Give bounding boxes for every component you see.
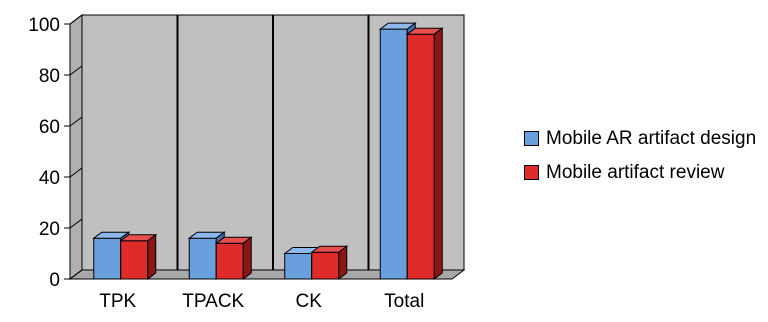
bar: [214, 236, 253, 280]
x-tick-label: Total: [384, 291, 424, 312]
y-tick-label: 40: [39, 168, 60, 189]
bar-front: [188, 237, 217, 280]
x-axis-labels: TPK TPACK CK Total: [99, 291, 424, 312]
bar-side: [147, 233, 157, 280]
bar-front: [284, 253, 313, 280]
y-tick-label: 0: [49, 270, 60, 291]
bar-side: [242, 236, 252, 280]
y-tick-label: 80: [39, 66, 60, 87]
bar: [310, 245, 349, 280]
y-tick-label: 60: [39, 117, 60, 138]
legend: Mobile AR artifact design Mobile artifac…: [524, 126, 764, 194]
bar-front: [311, 251, 340, 280]
legend-item-series-2: Mobile artifact review: [524, 160, 764, 186]
x-tick-label: TPK: [99, 291, 136, 312]
y-tick-depth: [69, 14, 83, 25]
x-tick-label: TPACK: [182, 291, 244, 312]
y-tick-depth: [69, 218, 83, 229]
bar-front: [215, 242, 244, 280]
bar: [119, 233, 158, 280]
legend-label-series-2: Mobile artifact review: [546, 162, 725, 183]
bars: [92, 22, 444, 280]
legend-item-series-1: Mobile AR artifact design: [524, 126, 764, 152]
legend-swatch-series-2: [524, 165, 539, 180]
bar-front: [93, 237, 122, 280]
x-tick-label: CK: [296, 291, 323, 312]
bar-front: [120, 240, 149, 280]
y-tick-label: 100: [28, 15, 60, 36]
y-tick-label: 20: [39, 219, 60, 240]
side-wall: [69, 14, 83, 280]
bar-side: [433, 27, 443, 280]
y-axis: 0 20 40 60 80 100: [28, 14, 83, 291]
y-tick-depth: [69, 167, 83, 178]
bar-side: [338, 245, 348, 280]
legend-label-series-1: Mobile AR artifact design: [546, 128, 757, 149]
y-tick-depth: [69, 65, 83, 76]
y-tick-depth: [69, 116, 83, 127]
bar-front: [406, 33, 435, 280]
y-tick-depth: [69, 269, 83, 280]
bar-front: [379, 28, 408, 280]
bar: [405, 27, 444, 280]
category-dividers: [176, 15, 370, 270]
legend-swatch-series-1: [524, 131, 539, 146]
